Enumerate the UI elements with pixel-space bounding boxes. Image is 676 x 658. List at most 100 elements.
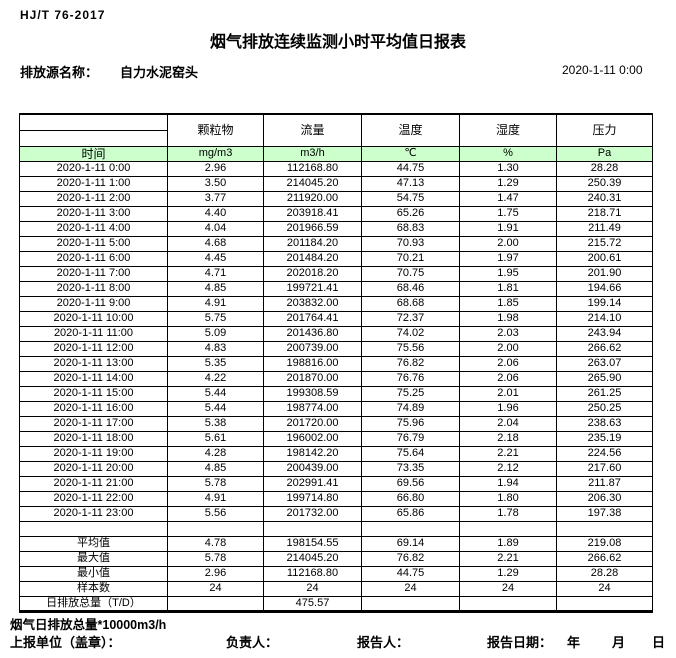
value-cell: 201966.59: [263, 220, 362, 237]
table-row: 2020-1-11 9:00 4.91 203832.00 68.68 1.85 199.…: [19, 295, 653, 312]
value-cell: 3.50: [167, 175, 264, 192]
value-cell: 201184.20: [263, 235, 362, 252]
value-cell: 4.91: [167, 490, 264, 507]
summary-value-cell: 1.89: [459, 535, 557, 552]
value-cell: 197.38: [556, 505, 653, 522]
time-header-cell: 时间: [19, 145, 168, 162]
value-cell: 211.49: [556, 220, 653, 237]
value-cell: 218.71: [556, 205, 653, 222]
table-row: 2020-1-11 21:00 5.78 202991.41 69.56 1.94 211…: [19, 475, 653, 492]
summary-label-cell: 样本数: [19, 580, 168, 597]
value-cell: 1.85: [459, 295, 557, 312]
value-cell: 69.56: [361, 475, 460, 492]
table-row: 2020-1-11 5:00 4.68 201184.20 70.93 2.00 215.…: [19, 235, 653, 252]
footer-note: 烟气日排放总量*10000m3/h: [10, 618, 167, 632]
value-cell: 72.37: [361, 310, 460, 327]
value-cell: 5.44: [167, 400, 264, 417]
value-cell: 1.81: [459, 280, 557, 297]
value-cell: 201.90: [556, 265, 653, 282]
value-cell: 70.75: [361, 265, 460, 282]
summary-value-cell: 44.75: [361, 565, 460, 582]
value-cell: 112168.80: [263, 160, 362, 177]
value-cell: 4.71: [167, 265, 264, 282]
value-cell: 1.94: [459, 475, 557, 492]
value-cell: 68.46: [361, 280, 460, 297]
value-cell: 200739.00: [263, 340, 362, 357]
table-row: 2020-1-11 12:00 4.83 200739.00 75.56 2.00 266…: [19, 340, 653, 357]
time-cell: 2020-1-11 19:00: [19, 445, 168, 462]
summary-value-cell: [556, 595, 653, 612]
month-label: 月: [612, 635, 626, 650]
summary-value-cell: 475.57: [263, 595, 362, 612]
value-cell: 238.63: [556, 415, 653, 432]
value-cell: 201732.00: [263, 505, 362, 522]
value-cell: 201484.20: [263, 250, 362, 267]
value-cell: 198142.20: [263, 445, 362, 462]
empty-cell: [361, 520, 460, 537]
time-cell: 2020-1-11 1:00: [19, 175, 168, 192]
table-row: 2020-1-11 4:00 4.04 201966.59 68.83 1.91 211.…: [19, 220, 653, 237]
value-cell: 1.29: [459, 175, 557, 192]
time-cell: 2020-1-11 22:00: [19, 490, 168, 507]
summary-value-cell: 24: [263, 580, 362, 597]
time-cell: 2020-1-11 9:00: [19, 295, 168, 312]
table-row: 2020-1-11 0:00 2.96 112168.80 44.75 1.30 28.2…: [19, 160, 653, 177]
value-cell: 5.44: [167, 385, 264, 402]
value-cell: 2.06: [459, 370, 557, 387]
time-cell: 2020-1-11 6:00: [19, 250, 168, 267]
value-cell: 65.26: [361, 205, 460, 222]
table-row: 2020-1-11 19:00 4.28 198142.20 75.64 2.21 224…: [19, 445, 653, 462]
value-cell: 2.00: [459, 235, 557, 252]
value-cell: 217.60: [556, 460, 653, 477]
unit-cell-1: m3/h: [263, 145, 362, 162]
value-cell: 4.40: [167, 205, 264, 222]
time-cell: 2020-1-11 20:00: [19, 460, 168, 477]
value-cell: 211.87: [556, 475, 653, 492]
value-cell: 194.66: [556, 280, 653, 297]
value-cell: 68.83: [361, 220, 460, 237]
table-row: 2020-1-11 14:00 4.22 201870.00 76.76 2.06 265…: [19, 370, 653, 387]
value-cell: 75.64: [361, 445, 460, 462]
value-cell: 4.04: [167, 220, 264, 237]
day-label: 日: [652, 635, 666, 650]
time-cell: 2020-1-11 7:00: [19, 265, 168, 282]
summary-value-cell: 28.28: [556, 565, 653, 582]
value-cell: 206.30: [556, 490, 653, 507]
table-row: 2020-1-11 20:00 4.85 200439.00 73.35 2.12 217…: [19, 460, 653, 477]
summary-value-cell: 2.21: [459, 550, 557, 567]
value-cell: 5.75: [167, 310, 264, 327]
value-cell: 76.79: [361, 430, 460, 447]
empty-cell: [19, 520, 168, 537]
value-cell: 250.39: [556, 175, 653, 192]
unit-cell-0: mg/m3: [167, 145, 264, 162]
value-cell: 200.61: [556, 250, 653, 267]
value-cell: 76.82: [361, 355, 460, 372]
time-cell: 2020-1-11 17:00: [19, 415, 168, 432]
value-cell: 201436.80: [263, 325, 362, 342]
summary-value-cell: 2.96: [167, 565, 264, 582]
column-header-2: 温度: [361, 113, 460, 147]
value-cell: 4.85: [167, 460, 264, 477]
footer-signature-line: 上报单位（盖章）： 负责人： 报告人： 报告日期： 年 月 日: [0, 632, 676, 650]
value-cell: 215.72: [556, 235, 653, 252]
time-cell: 2020-1-11 23:00: [19, 505, 168, 522]
unit-cell-3: %: [459, 145, 557, 162]
table-row: 2020-1-11 7:00 4.71 202018.20 70.75 1.95 201.…: [19, 265, 653, 282]
column-header-1: 流量: [263, 113, 362, 147]
value-cell: 196002.00: [263, 430, 362, 447]
table-row: 2020-1-11 11:00 5.09 201436.80 74.02 2.03 243…: [19, 325, 653, 342]
value-cell: 2.06: [459, 355, 557, 372]
value-cell: 243.94: [556, 325, 653, 342]
manager-label: 负责人：: [226, 635, 279, 650]
table-row: 2020-1-11 2:00 3.77 211920.00 54.75 1.47 240.…: [19, 190, 653, 207]
emission-source-label: 排放源名称：: [20, 65, 99, 80]
value-cell: 76.76: [361, 370, 460, 387]
value-cell: 214045.20: [263, 175, 362, 192]
summary-row: 样本数 24 24 24 24 24: [19, 580, 653, 597]
value-cell: 74.02: [361, 325, 460, 342]
value-cell: 2.18: [459, 430, 557, 447]
table-row: 2020-1-11 23:00 5.56 201732.00 65.86 1.78 197…: [19, 505, 653, 522]
summary-row: 最大值 5.78 214045.20 76.82 2.21 266.62: [19, 550, 653, 567]
value-cell: 199714.80: [263, 490, 362, 507]
value-cell: 235.19: [556, 430, 653, 447]
